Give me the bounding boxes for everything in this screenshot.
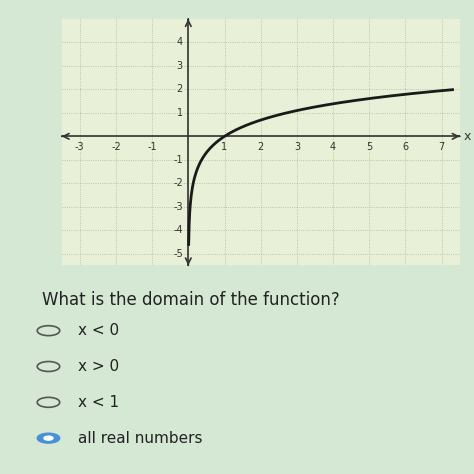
Text: all real numbers: all real numbers xyxy=(78,431,202,446)
Text: 1: 1 xyxy=(221,142,228,152)
Text: 5: 5 xyxy=(366,142,373,152)
Text: 2: 2 xyxy=(257,142,264,152)
Text: What is the domain of the function?: What is the domain of the function? xyxy=(42,291,339,309)
Text: 4: 4 xyxy=(330,142,336,152)
Text: -4: -4 xyxy=(173,225,183,235)
Text: 3: 3 xyxy=(294,142,300,152)
Text: 3: 3 xyxy=(177,61,183,71)
Text: 7: 7 xyxy=(438,142,445,152)
Text: -3: -3 xyxy=(75,142,84,152)
Text: 2: 2 xyxy=(177,84,183,94)
Circle shape xyxy=(44,436,53,440)
Text: -1: -1 xyxy=(173,155,183,165)
Text: -2: -2 xyxy=(111,142,121,152)
Text: -3: -3 xyxy=(173,202,183,212)
Circle shape xyxy=(37,433,60,443)
Text: -5: -5 xyxy=(173,249,183,259)
Text: x: x xyxy=(464,130,471,143)
Text: 1: 1 xyxy=(177,108,183,118)
Text: -2: -2 xyxy=(173,178,183,188)
Text: 4: 4 xyxy=(177,37,183,47)
Text: x < 1: x < 1 xyxy=(78,395,119,410)
Text: 6: 6 xyxy=(402,142,409,152)
Text: x > 0: x > 0 xyxy=(78,359,119,374)
Text: -1: -1 xyxy=(147,142,157,152)
Text: x < 0: x < 0 xyxy=(78,323,119,338)
